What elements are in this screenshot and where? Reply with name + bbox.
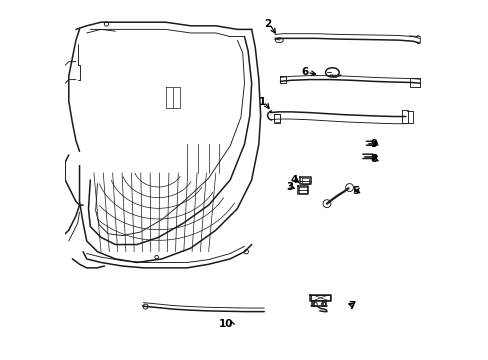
Text: 1: 1	[258, 97, 265, 107]
Text: 4: 4	[289, 175, 297, 185]
Text: 9: 9	[369, 139, 376, 149]
Text: 6: 6	[301, 67, 308, 77]
Text: 3: 3	[286, 182, 293, 192]
Text: 10: 10	[219, 319, 233, 329]
Text: 5: 5	[351, 186, 359, 196]
Text: 7: 7	[347, 301, 355, 311]
Text: 8: 8	[369, 154, 376, 164]
Text: 2: 2	[264, 19, 271, 29]
